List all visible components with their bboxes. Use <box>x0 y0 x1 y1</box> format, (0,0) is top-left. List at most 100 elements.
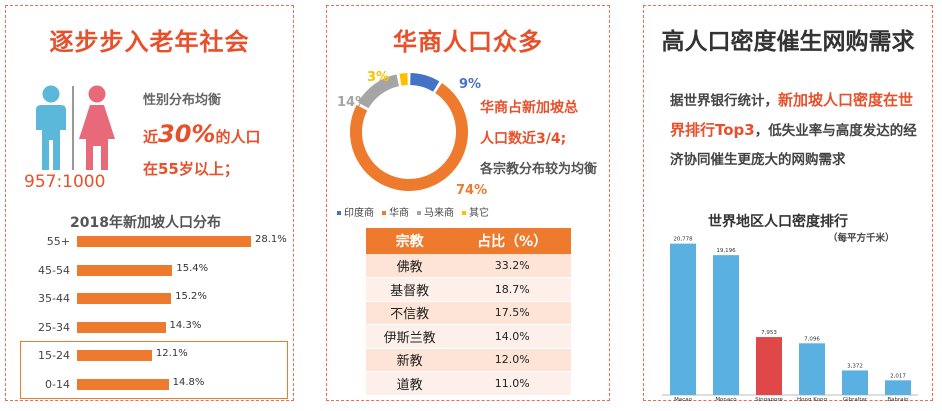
legend-swatch <box>382 211 386 215</box>
density-bar-chart: 20,778 Macao 19,196 Monaco 7,953 Singapore 7,0… <box>662 237 918 401</box>
age-value-label: 14.3% <box>169 319 202 331</box>
table-cell: 伊斯兰教 <box>366 324 454 349</box>
table-row: 伊斯兰教 14.0% <box>366 324 571 349</box>
age-bar <box>77 350 152 361</box>
elderly-percent: 30% <box>158 120 216 148</box>
age-tick-label: 55+ <box>46 235 70 248</box>
gender-ratio: 957:1000 <box>24 172 106 192</box>
female-icon <box>79 85 115 170</box>
age-bar <box>77 293 172 304</box>
table-cell: 17.5% <box>453 301 571 325</box>
density-value-label: 7,953 <box>761 330 777 336</box>
merchant-donut-chart: 9% 74% 14% 3% <box>337 70 487 198</box>
donut-value-label: 14% <box>337 95 368 110</box>
density-category-label: Gibraltar <box>843 397 868 401</box>
age-bar-row: 55+ 28.1% <box>6 231 295 253</box>
age-value-label: 12.1% <box>155 348 188 359</box>
density-value-label: 20,778 <box>673 237 693 243</box>
legend-item: 印度商 <box>337 204 374 219</box>
table-cell: 11.0% <box>453 371 571 396</box>
donut-legend: 印度商 华商 马来商 其它 <box>337 204 489 219</box>
legend-item: 马来商 <box>417 204 454 219</box>
table-header: 宗教 <box>366 228 454 254</box>
density-bar <box>885 380 911 395</box>
desc-highlight: 新加坡人口密度在世界排行Top3 <box>670 91 914 139</box>
density-value-label: 19,196 <box>716 248 736 254</box>
table-row: 佛教 33.2% <box>366 254 571 278</box>
callout-line3: 各宗教分布较为均衡 <box>480 162 598 177</box>
density-description: 据世界银行统计，新加坡人口密度在世界排行Top3，低失业率与高度发达的经济协同催… <box>670 86 920 175</box>
population-density-panel: 高人口密度催生网购需求 据世界银行统计，新加坡人口密度在世界排行Top3，低失业… <box>643 5 933 401</box>
density-bar <box>842 370 868 395</box>
desc-part-c: ，低失业率与高度发达的经济协同催生更庞大的网购需求 <box>670 123 917 168</box>
legend-label: 其它 <box>469 208 489 219</box>
density-value-label: 2,017 <box>890 373 906 379</box>
age-tick-label: 35-44 <box>38 292 70 305</box>
table-row: 新教 12.0% <box>366 348 571 372</box>
donut-slice <box>350 83 468 191</box>
density-bar <box>670 243 696 395</box>
table-row: 基督教 18.7% <box>366 277 571 302</box>
legend-label: 马来商 <box>424 208 454 219</box>
elderly-suffix: 的人口 <box>215 128 261 146</box>
density-category-label: Hong Kong <box>797 397 827 401</box>
table-cell: 不信教 <box>366 301 454 325</box>
donut-slice <box>358 74 400 109</box>
callout-line2: 人口数近3/4; <box>480 131 567 147</box>
donut-value-label: 74% <box>456 183 487 198</box>
male-icon <box>36 85 66 170</box>
table-cell: 18.7% <box>453 277 571 302</box>
density-value-label: 7,096 <box>804 336 820 342</box>
donut-value-label: 9% <box>459 77 481 92</box>
panel-title: 逐步步入老年社会 <box>49 28 250 56</box>
donut-slice <box>409 73 440 92</box>
table-header: 占比（%） <box>453 228 571 254</box>
elderly-prefix: 近 <box>143 128 159 146</box>
legend-item: 其它 <box>462 204 489 219</box>
table-cell: 道教 <box>366 371 454 396</box>
panel-title: 华商人口众多 <box>393 28 543 56</box>
age-value-label: 15.4% <box>176 262 209 274</box>
donut-slice <box>399 73 408 86</box>
density-category-label: Monaco <box>715 397 737 401</box>
age-value-label: 14.8% <box>172 376 205 388</box>
age-bar <box>77 264 173 276</box>
legend-swatch <box>462 211 466 215</box>
age-tick-label: 0-14 <box>45 377 70 391</box>
gender-balance-text: 性别分布均衡 <box>143 93 222 108</box>
table-cell: 佛教 <box>366 254 454 278</box>
callout-line1: 华商占新加坡总 <box>480 100 578 116</box>
age-bar-row: 45-54 15.4% <box>6 260 295 282</box>
legend-label: 印度商 <box>344 208 374 219</box>
density-bar <box>713 255 739 395</box>
density-bar <box>756 337 782 395</box>
legend-swatch <box>417 211 421 215</box>
table-cell: 基督教 <box>366 277 454 302</box>
table-cell: 12.0% <box>453 348 571 372</box>
table-header-row: 宗教 占比（%） <box>366 228 571 254</box>
age-bar <box>77 236 251 247</box>
age-bar-row: 35-44 15.2% <box>6 288 295 310</box>
religion-table: 宗教 占比（%） 佛教 33.2% 基督教 18.7% 不信教 17.5% 伊斯兰教 1… <box>366 228 571 396</box>
chinese-merchants-panel: 华商人口众多 9% 74% 14% 3% 华商占新加坡总 人口数近3/4; 各宗教分布… <box>326 5 610 401</box>
age-bar-row: 0-14 14.8% <box>6 374 295 396</box>
age-tick-label: 45-54 <box>38 263 70 277</box>
density-bar <box>799 343 825 395</box>
age-value-label: 15.2% <box>175 291 207 302</box>
legend-label: 华商 <box>389 208 409 219</box>
elderly-text-line2: 在55岁以上； <box>143 160 239 178</box>
table-cell: 14.0% <box>453 324 571 349</box>
age-bar <box>77 378 169 390</box>
density-chart-title: 世界地区人口密度排行 <box>708 214 848 230</box>
age-value-label: 28.1% <box>255 234 287 245</box>
panel-title: 高人口密度催生网购需求 <box>661 29 915 55</box>
density-category-label: Singapore <box>755 397 783 401</box>
age-bar-row: 25-34 14.3% <box>6 317 295 339</box>
table-cell: 33.2% <box>453 254 571 278</box>
age-bar <box>77 321 166 333</box>
age-tick-label: 25-34 <box>38 320 70 334</box>
legend-item: 华商 <box>382 204 409 219</box>
age-highlight-box <box>20 341 288 399</box>
age-bar-row: 15-24 12.1% <box>6 345 295 367</box>
table-cell: 新教 <box>366 348 454 372</box>
